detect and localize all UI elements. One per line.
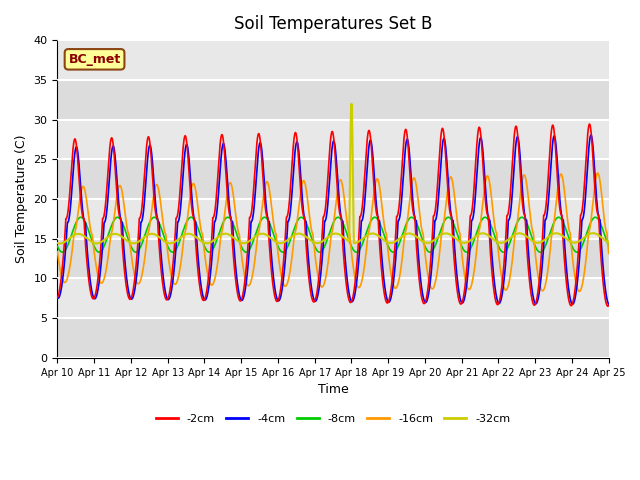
Line: -8cm: -8cm [58,217,609,252]
-32cm [54,240,61,246]
-32cm [553,230,561,236]
-4cm [54,295,61,301]
-32cm [348,101,355,107]
-4cm [172,251,179,256]
-2cm [605,303,612,309]
-8cm [553,216,561,221]
Bar [58,40,609,80]
Bar [58,199,609,239]
-16cm [387,269,395,275]
-8cm [54,243,61,249]
Line: -16cm: -16cm [58,173,609,291]
-4cm [387,296,395,301]
-8cm [605,243,612,249]
-4cm [587,132,595,138]
-16cm [397,269,404,275]
Bar [58,239,609,278]
-32cm [397,235,404,240]
Line: -4cm: -4cm [58,135,609,304]
-8cm [397,237,404,242]
-16cm [575,288,583,294]
Text: BC_met: BC_met [68,53,121,66]
-16cm [605,251,612,256]
Line: -32cm: -32cm [58,104,609,243]
-2cm [397,188,404,193]
-16cm [552,198,560,204]
-16cm [207,282,215,288]
-8cm [298,215,305,220]
Y-axis label: Soil Temperature (C): Soil Temperature (C) [15,135,28,263]
-32cm [207,239,215,245]
-2cm [387,288,395,294]
-16cm [605,249,612,255]
-8cm [316,249,323,255]
Bar [58,278,609,318]
-8cm [387,248,395,254]
-32cm [172,239,179,244]
Bar [58,318,609,358]
-4cm [605,301,612,307]
-2cm [604,303,612,309]
-4cm [397,210,404,216]
Legend: -2cm, -4cm, -8cm, -16cm, -32cm: -2cm, -4cm, -8cm, -16cm, -32cm [152,409,515,429]
Title: Soil Temperatures Set B: Soil Temperatures Set B [234,15,432,33]
X-axis label: Time: Time [317,383,348,396]
Bar [58,120,609,159]
-8cm [207,248,215,254]
-8cm [172,247,179,253]
-2cm [586,121,593,127]
-2cm [605,302,612,308]
-4cm [207,262,215,267]
-2cm [54,295,61,300]
Bar [58,159,609,199]
-2cm [207,240,215,246]
-32cm [387,240,395,246]
-32cm [605,240,612,245]
-32cm [56,240,64,246]
-16cm [172,281,179,287]
-8cm [605,243,612,249]
-32cm [605,240,612,245]
-16cm [594,170,602,176]
Line: -2cm: -2cm [58,124,609,306]
-2cm [552,158,560,164]
-4cm [605,301,612,307]
-16cm [54,249,61,254]
-2cm [172,226,179,232]
Bar [58,80,609,120]
-4cm [552,146,560,152]
